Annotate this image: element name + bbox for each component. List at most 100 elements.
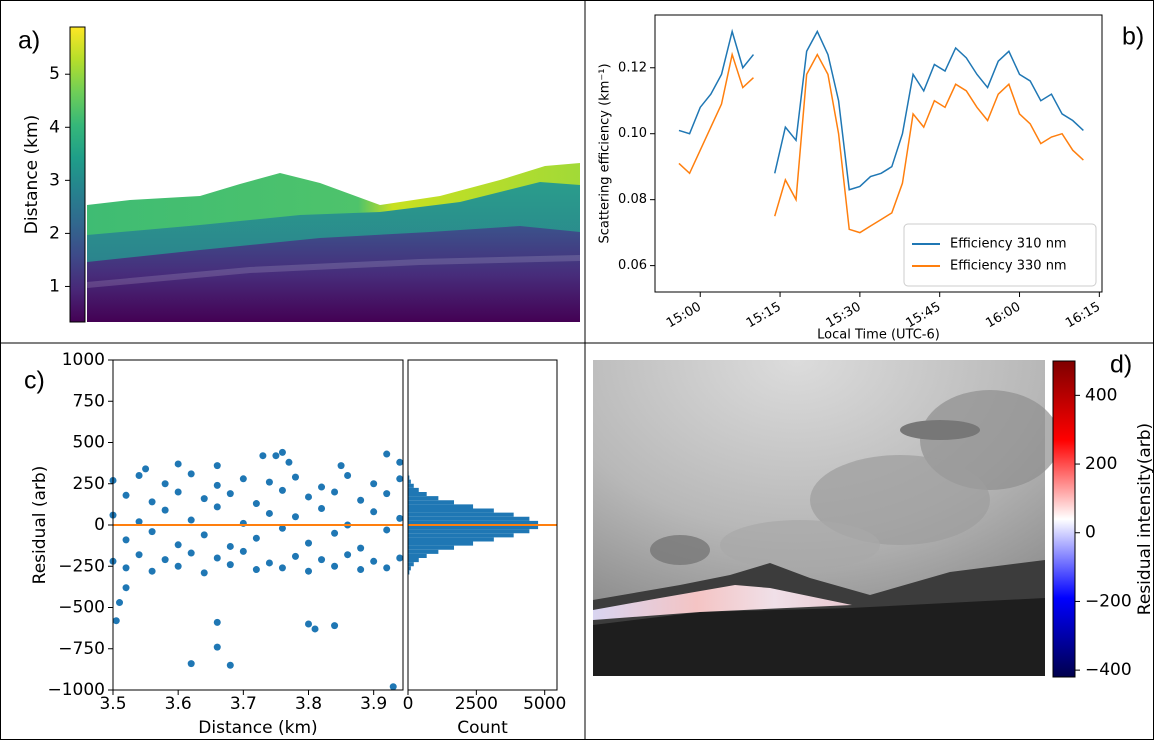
y-tick-label: 250 — [73, 474, 105, 494]
axes-frame — [112, 359, 404, 691]
y-tick-label: 0.10 — [618, 126, 647, 141]
colorbar-label: Residual intensity(arb) — [1135, 423, 1154, 615]
point — [200, 495, 208, 503]
point — [389, 683, 397, 691]
point — [174, 460, 182, 468]
y-tick-label: 750 — [73, 391, 105, 411]
series-line — [774, 52, 1084, 234]
colorbar-tick-label: 5 — [49, 64, 60, 84]
point — [148, 567, 156, 575]
point — [278, 564, 286, 572]
point — [213, 503, 221, 511]
photo-image — [593, 360, 1060, 676]
point — [187, 470, 195, 478]
colorbar-tick-label: 4 — [49, 117, 60, 137]
panel-label: a) — [18, 27, 40, 55]
axes-frame — [654, 14, 1103, 293]
histogram-bar — [408, 549, 439, 554]
point — [174, 488, 182, 496]
point — [226, 561, 234, 569]
colorbar-tick-label: −400 — [1085, 660, 1132, 680]
point — [122, 536, 130, 544]
histogram-bar — [408, 483, 414, 488]
point — [370, 480, 378, 488]
point — [161, 556, 169, 564]
point — [187, 660, 195, 668]
point — [370, 508, 378, 516]
point — [259, 452, 267, 460]
point — [291, 552, 299, 560]
point — [213, 618, 221, 626]
series-line — [678, 51, 754, 175]
x-axis-label: Count — [457, 718, 508, 738]
point — [291, 473, 299, 481]
colorbar-tick-label: 1 — [49, 276, 60, 296]
point — [344, 472, 352, 479]
point — [305, 567, 313, 575]
point — [285, 458, 293, 466]
colorbar-tick-label: 3 — [49, 170, 60, 190]
point — [213, 643, 221, 651]
x-tick-label: 15:30 — [824, 300, 864, 332]
y-tick-label: 0.06 — [618, 258, 647, 273]
histogram-bar — [408, 525, 539, 530]
histogram-bar — [408, 500, 455, 505]
point — [252, 566, 260, 574]
point — [174, 541, 182, 549]
x-tick-label: 3.7 — [230, 694, 257, 714]
colorbar-tick-label: −200 — [1085, 591, 1132, 611]
point — [357, 544, 365, 552]
point — [383, 526, 391, 534]
point — [142, 465, 150, 473]
point — [135, 472, 143, 479]
point — [200, 531, 208, 539]
point — [213, 481, 221, 489]
y-tick-label: 0.12 — [618, 60, 647, 75]
panel-label: c) — [24, 367, 45, 395]
colorbar-tick-label: 2 — [49, 223, 60, 243]
histogram-bar — [408, 545, 455, 550]
point — [135, 518, 143, 526]
series-line — [678, 28, 755, 135]
point — [370, 557, 378, 565]
point — [278, 448, 286, 456]
y-tick-label: 0 — [94, 515, 105, 535]
point — [148, 528, 156, 536]
histogram-bar — [408, 533, 514, 538]
x-tick-label: 5000 — [523, 694, 566, 714]
histogram-bar — [408, 562, 414, 567]
y-tick-label: 500 — [73, 433, 105, 453]
point — [226, 490, 234, 498]
point — [318, 483, 326, 491]
point — [305, 620, 313, 628]
point — [265, 478, 273, 486]
point — [122, 491, 130, 499]
point — [187, 516, 195, 524]
y-axis-label: Scattering efficiency (km⁻¹) — [598, 63, 613, 243]
x-tick-label: 0 — [403, 694, 414, 714]
point — [396, 554, 404, 562]
point — [252, 534, 260, 542]
histogram-bar — [408, 475, 410, 480]
point — [187, 549, 195, 557]
point — [226, 661, 234, 669]
histogram-bar — [408, 487, 419, 492]
x-tick-label: 16:15 — [1063, 300, 1103, 332]
legend-label: Efficiency 310 nm — [950, 237, 1067, 252]
colorbar-tick-label: 0 — [1085, 523, 1096, 543]
point — [396, 458, 404, 466]
x-tick-label: 2500 — [455, 694, 498, 714]
histogram-bar — [408, 520, 539, 525]
point — [200, 569, 208, 577]
y-tick-label: −750 — [58, 639, 105, 659]
point — [291, 513, 299, 521]
x-tick-label: 15:00 — [664, 300, 704, 332]
panel-label: d) — [1110, 351, 1132, 379]
histogram-bar — [408, 558, 419, 563]
point — [174, 562, 182, 570]
point — [161, 480, 169, 488]
colorbar-label: Distance (km) — [22, 115, 42, 234]
legend-label: Efficiency 330 nm — [950, 259, 1067, 274]
point — [122, 584, 130, 592]
